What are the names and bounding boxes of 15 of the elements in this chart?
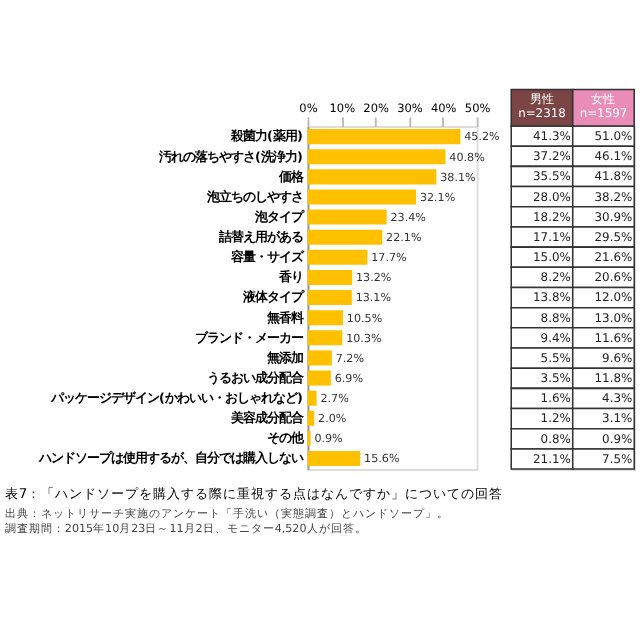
- bar: [307, 390, 317, 406]
- bar: [307, 149, 446, 165]
- bar: [307, 330, 343, 346]
- bar: [307, 290, 352, 306]
- bar: [307, 350, 332, 366]
- bar: [307, 269, 353, 285]
- bar: [307, 229, 383, 245]
- bar: [307, 129, 461, 145]
- bar: [307, 450, 361, 467]
- bar: [307, 310, 344, 326]
- bar: [307, 370, 331, 386]
- bar: [307, 209, 387, 225]
- bar: [307, 189, 417, 205]
- bar: [307, 169, 437, 185]
- bar: [307, 249, 368, 265]
